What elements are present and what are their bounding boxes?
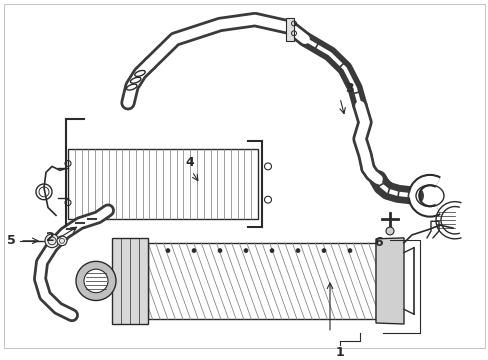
Circle shape <box>385 227 393 235</box>
Text: 1: 1 <box>335 346 344 359</box>
Circle shape <box>192 249 196 253</box>
Text: 2: 2 <box>46 231 55 244</box>
Polygon shape <box>375 238 403 324</box>
Circle shape <box>244 249 247 253</box>
Text: 5: 5 <box>7 234 16 247</box>
Circle shape <box>269 249 273 253</box>
Polygon shape <box>68 149 258 219</box>
Circle shape <box>57 236 67 246</box>
Circle shape <box>165 249 170 253</box>
Circle shape <box>347 249 351 253</box>
Polygon shape <box>285 18 293 41</box>
Polygon shape <box>148 243 375 319</box>
Text: 4: 4 <box>185 156 194 169</box>
Text: 6: 6 <box>374 236 382 249</box>
Circle shape <box>295 249 299 253</box>
Text: 3: 3 <box>345 82 353 95</box>
Polygon shape <box>112 238 148 324</box>
Circle shape <box>84 269 108 293</box>
Circle shape <box>321 249 325 253</box>
Circle shape <box>76 261 116 301</box>
Circle shape <box>218 249 222 253</box>
Circle shape <box>45 234 59 248</box>
